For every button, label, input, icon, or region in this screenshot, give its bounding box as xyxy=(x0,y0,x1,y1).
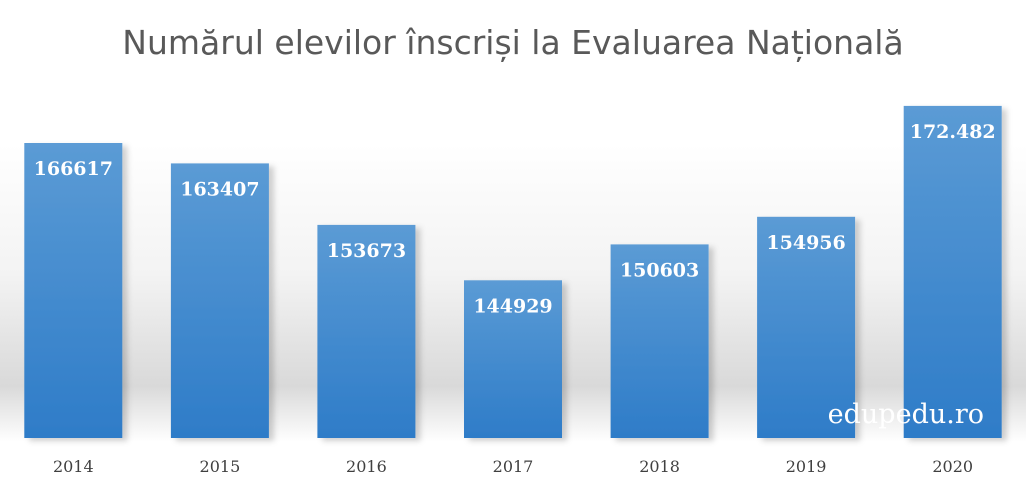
bar-2016 xyxy=(317,224,416,438)
x-tick-2020: 2020 xyxy=(932,457,973,476)
bar-2020 xyxy=(903,105,1002,439)
bar-2018 xyxy=(610,244,709,438)
x-tick-2019: 2019 xyxy=(786,457,827,476)
x-tick-2017: 2017 xyxy=(493,457,534,476)
data-label-2019: 154956 xyxy=(766,232,845,254)
bar-2019 xyxy=(757,216,856,438)
data-label-2015: 163407 xyxy=(180,178,259,200)
data-label-2016: 153673 xyxy=(327,240,406,262)
x-tick-2016: 2016 xyxy=(346,457,387,476)
chart-title: Numărul elevilor înscriși la Evaluarea N… xyxy=(122,23,903,63)
x-axis-ticks: 2014 2015 2016 2017 2018 2019 2020 xyxy=(53,457,973,476)
data-label-2017: 144929 xyxy=(473,295,552,317)
bar-2014 xyxy=(24,143,123,438)
x-tick-2015: 2015 xyxy=(200,457,241,476)
x-tick-2018: 2018 xyxy=(639,457,680,476)
x-tick-2014: 2014 xyxy=(53,457,94,476)
data-label-2020: 172.482 xyxy=(910,121,996,143)
bar-2015 xyxy=(170,163,269,438)
bar-labels-group: 166617 163407 153673 144929 150603 154956 172.… xyxy=(34,121,996,317)
bar-2017 xyxy=(464,280,562,438)
data-label-2018: 150603 xyxy=(620,259,699,281)
bars-group xyxy=(24,105,1002,439)
watermark: edupedu.ro xyxy=(828,399,984,430)
data-label-2014: 166617 xyxy=(34,158,113,180)
